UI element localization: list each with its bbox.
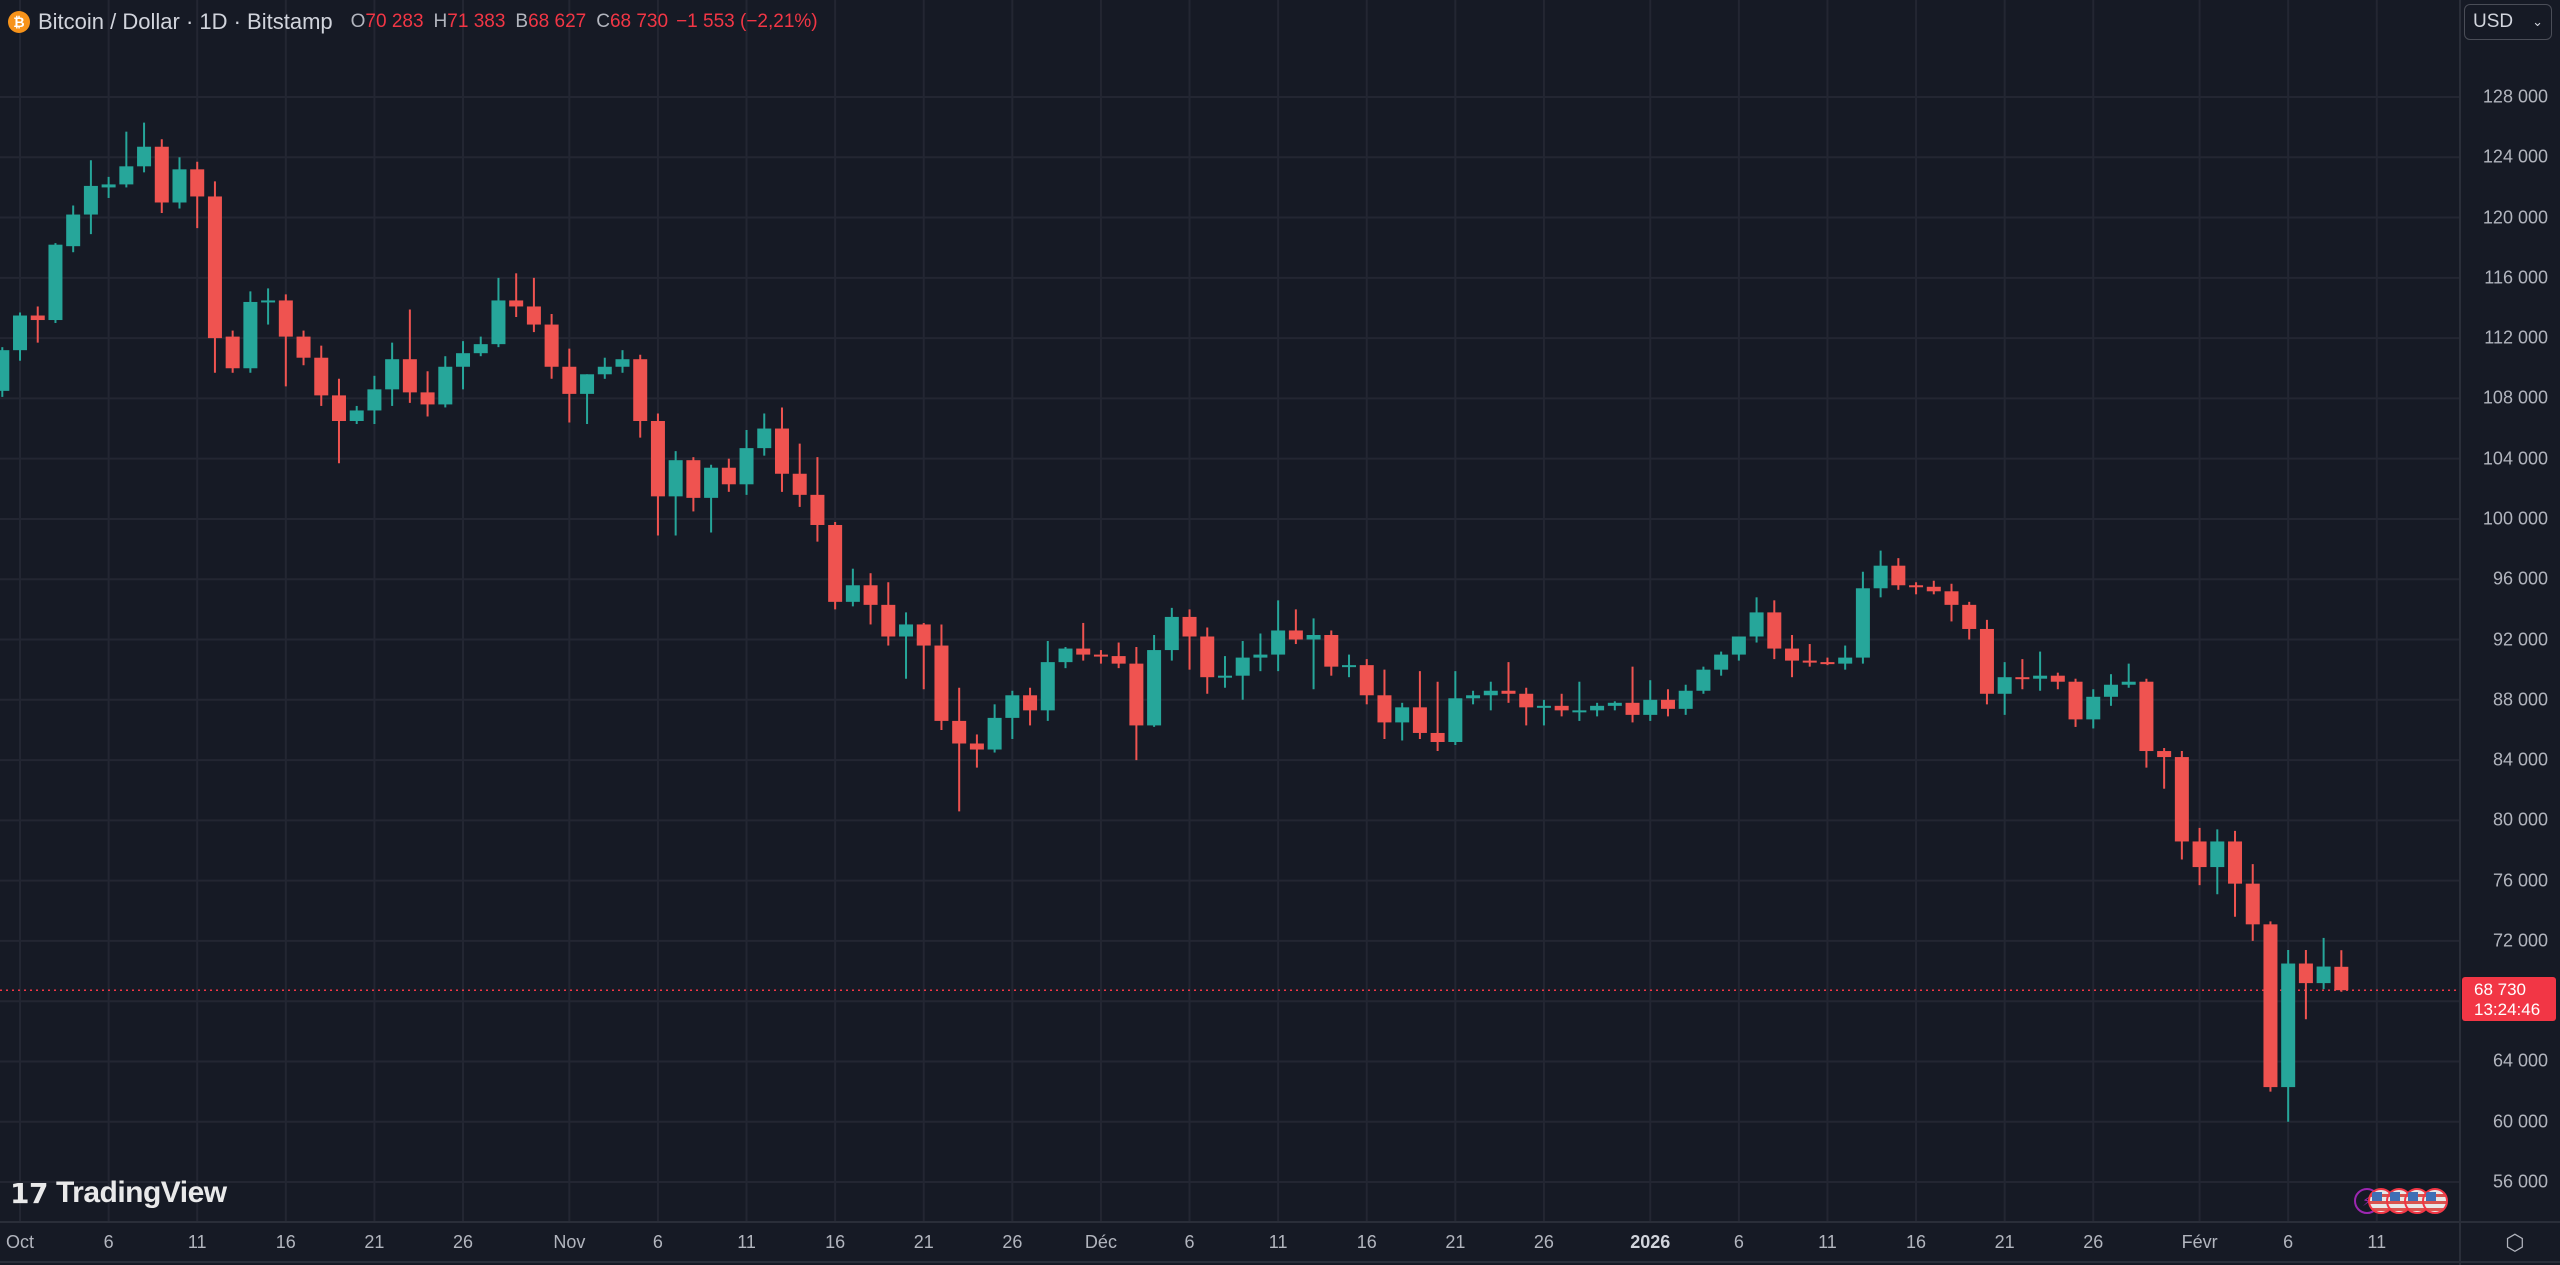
time-tick-label: 16 — [1906, 1232, 1927, 1252]
ohlc-low: B68 627 — [515, 11, 587, 32]
time-tick-label: 21 — [1445, 1232, 1466, 1252]
ohlc-close: C68 730 — [596, 11, 669, 32]
price-tick-label: 116 000 — [2484, 267, 2548, 288]
time-tick-label: 16 — [275, 1232, 296, 1252]
time-tick-label: 11 — [1818, 1232, 1837, 1252]
price-tick-label: 88 000 — [2492, 689, 2548, 710]
price-tick-label: 84 000 — [2492, 749, 2548, 770]
ohlc-open: O70 283 — [350, 11, 424, 32]
price-tick-label: 124 000 — [2482, 146, 2548, 167]
ohlc-high: H71 383 — [433, 11, 506, 32]
time-tick-label: 6 — [2283, 1232, 2294, 1252]
time-tick-label: 26 — [1533, 1232, 1554, 1252]
ohlc-values: O70 283 H71 383 B68 627 C68 730 — [351, 11, 668, 33]
last-price-value: 68 730 — [2474, 980, 2526, 999]
time-tick-label: 21 — [364, 1232, 385, 1252]
chevron-down-icon: ⌄ — [2532, 14, 2543, 29]
time-tick-label: Févr — [2181, 1232, 2218, 1252]
price-tick-label: 108 000 — [2482, 387, 2548, 408]
price-tick-label: 72 000 — [2492, 930, 2548, 951]
time-tick-label: 16 — [825, 1232, 846, 1252]
time-tick-label: 16 — [1356, 1232, 1377, 1252]
currency-value: USD — [2473, 11, 2514, 32]
time-tick-label: 21 — [1994, 1232, 2015, 1252]
price-tick-label: 112 000 — [2484, 327, 2548, 348]
price-tick-label: 60 000 — [2492, 1111, 2548, 1132]
bar-countdown: 13:24:46 — [2474, 1000, 2541, 1019]
symbol-legend: ₿ Bitcoin / Dollar · 1D · Bitstamp O70 2… — [8, 6, 818, 38]
last-price-tag: 68 730 13:24:46 — [2462, 977, 2556, 1021]
price-tick-label: 76 000 — [2492, 870, 2548, 891]
time-tick-label: 26 — [1002, 1232, 1023, 1252]
time-tick-label: 11 — [737, 1232, 756, 1252]
time-tick-label: 11 — [187, 1232, 207, 1252]
time-tick-label: 2026 — [1630, 1232, 1671, 1252]
time-tick-label: Nov — [553, 1232, 586, 1252]
gear-hexagon-icon: ⬡ — [2505, 1230, 2525, 1255]
tradingview-logo-icon: 𝟭𝟳 — [10, 1177, 48, 1209]
time-tick-label: 6 — [103, 1232, 114, 1252]
symbol-title[interactable]: Bitcoin / Dollar · 1D · Bitstamp — [38, 9, 333, 34]
time-tick-label: 26 — [453, 1232, 474, 1252]
chart-settings-button[interactable]: ⬡ — [2500, 1228, 2530, 1258]
currency-select[interactable]: USD ⌄ — [2464, 4, 2552, 40]
price-tick-label: 100 000 — [2482, 508, 2548, 529]
time-tick-label: 6 — [1184, 1232, 1195, 1252]
economic-events[interactable]: ⚡ — [2354, 1188, 2454, 1218]
us-flag-event-icon[interactable] — [2422, 1188, 2448, 1214]
price-tick-label: 128 000 — [2482, 86, 2548, 107]
price-tick-label: 104 000 — [2482, 448, 2548, 469]
price-tick-label: 56 000 — [2492, 1171, 2548, 1192]
price-tick-label: 92 000 — [2492, 629, 2548, 650]
time-tick-label: Déc — [1084, 1232, 1117, 1252]
price-change: −1 553 (−2,21%) — [676, 11, 818, 32]
price-tick-label: 96 000 — [2492, 568, 2548, 589]
time-tick-label: 11 — [1268, 1232, 1288, 1252]
time-tick-label: 26 — [2083, 1232, 2104, 1252]
price-tick-label: 80 000 — [2492, 809, 2548, 830]
time-tick-label: 21 — [913, 1232, 934, 1252]
bitcoin-icon: ₿ — [8, 11, 30, 33]
logo-text: TradingView — [55, 1176, 227, 1209]
price-tick-label: 120 000 — [2482, 207, 2548, 228]
time-tick-label: 6 — [652, 1232, 663, 1252]
time-tick-label: 6 — [1733, 1232, 1744, 1252]
time-tick-label: 11 — [2367, 1232, 2387, 1252]
tradingview-logo[interactable]: 𝟭𝟳 TradingView — [10, 1176, 227, 1210]
price-tick-label: 64 000 — [2492, 1050, 2548, 1071]
time-tick-label: Oct — [6, 1232, 35, 1252]
